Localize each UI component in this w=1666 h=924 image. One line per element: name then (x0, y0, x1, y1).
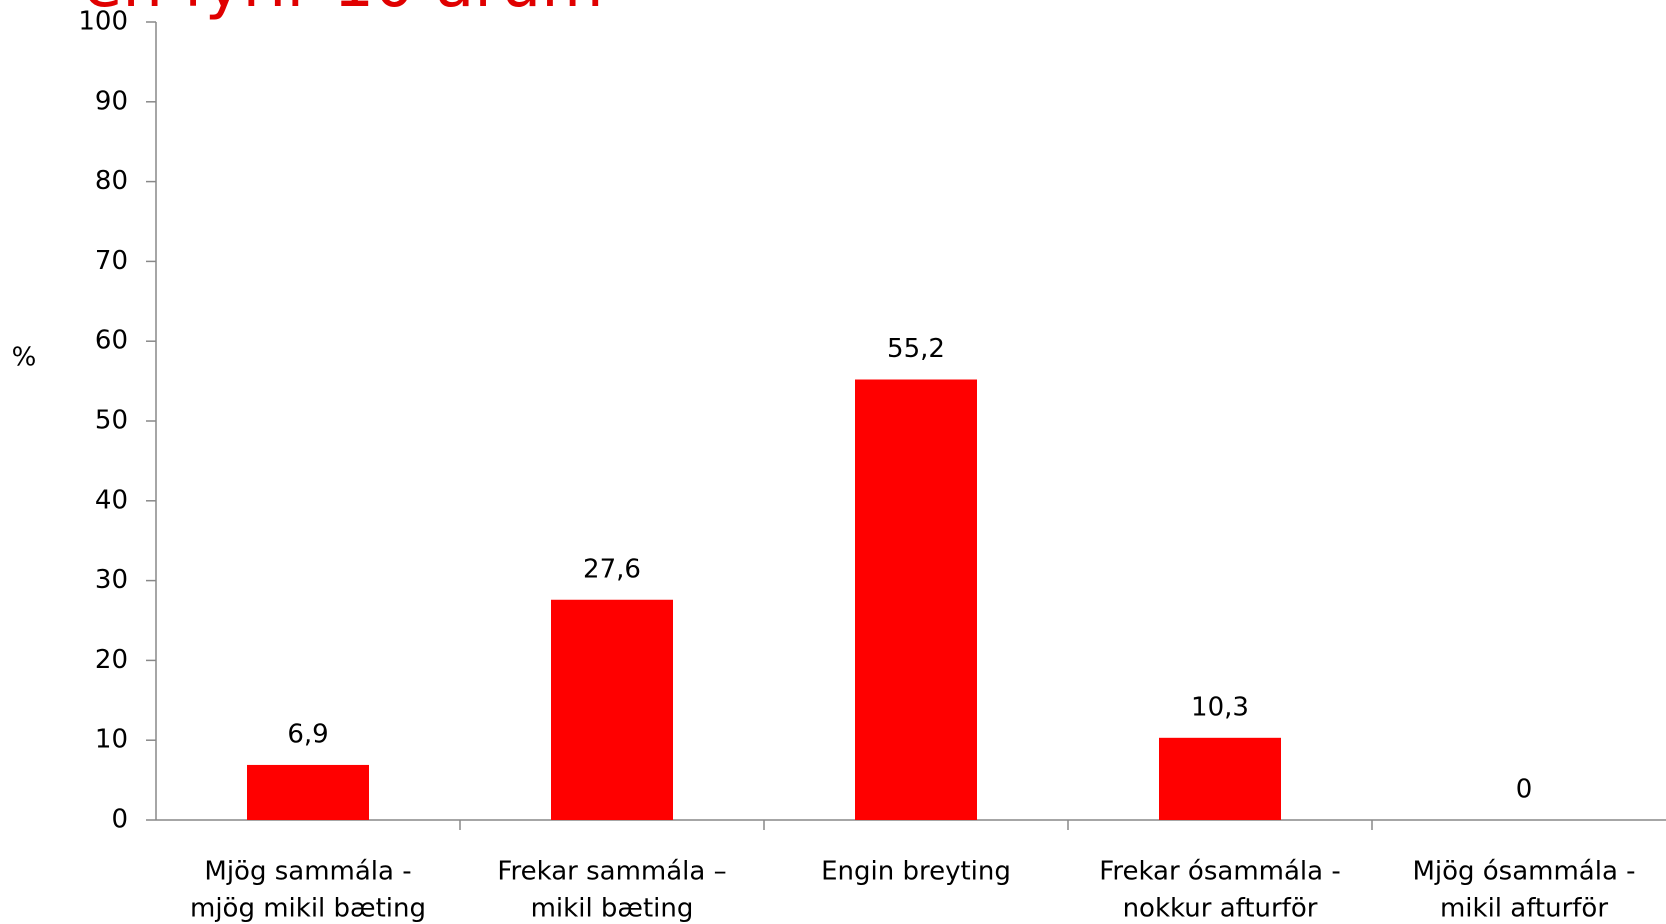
bar (247, 764, 369, 820)
x-tick-label: mjög mikil bæting (190, 894, 426, 924)
bar (855, 379, 977, 820)
bar (1159, 737, 1281, 820)
y-tick-label: 0 (111, 805, 128, 835)
x-tick-label: mikil bæting (531, 894, 694, 924)
value-label: 27,6 (583, 554, 641, 584)
y-tick-label: 50 (95, 406, 128, 436)
chart-title: en fyrir 10 árum (83, 0, 604, 22)
y-tick-label: 10 (95, 725, 128, 755)
value-label: 10,3 (1191, 692, 1249, 722)
y-tick-label: 90 (95, 86, 128, 116)
value-label: 0 (1516, 775, 1533, 805)
bar (551, 599, 673, 820)
x-tick-label: Frekar ósammála - (1099, 857, 1340, 887)
x-tick-label: nokkur afturför (1123, 894, 1318, 924)
y-tick-label: 30 (95, 565, 128, 595)
y-axis-label: % (12, 343, 37, 373)
y-tick-label: 70 (95, 246, 128, 276)
value-label: 6,9 (287, 719, 328, 749)
x-tick-label: Mjög sammála - (204, 857, 411, 887)
y-tick-label: 40 (95, 485, 128, 515)
x-tick-label: Frekar sammála – (497, 857, 726, 887)
y-tick-label: 100 (78, 7, 128, 37)
x-tick-label: Engin breyting (821, 857, 1011, 887)
value-label: 55,2 (887, 334, 945, 364)
x-tick-label: Mjög ósammála - (1412, 857, 1635, 887)
y-tick-label: 80 (95, 166, 128, 196)
x-tick-label: mikil afturför (1440, 894, 1608, 924)
y-tick-label: 60 (95, 326, 128, 356)
y-tick-label: 20 (95, 645, 128, 675)
